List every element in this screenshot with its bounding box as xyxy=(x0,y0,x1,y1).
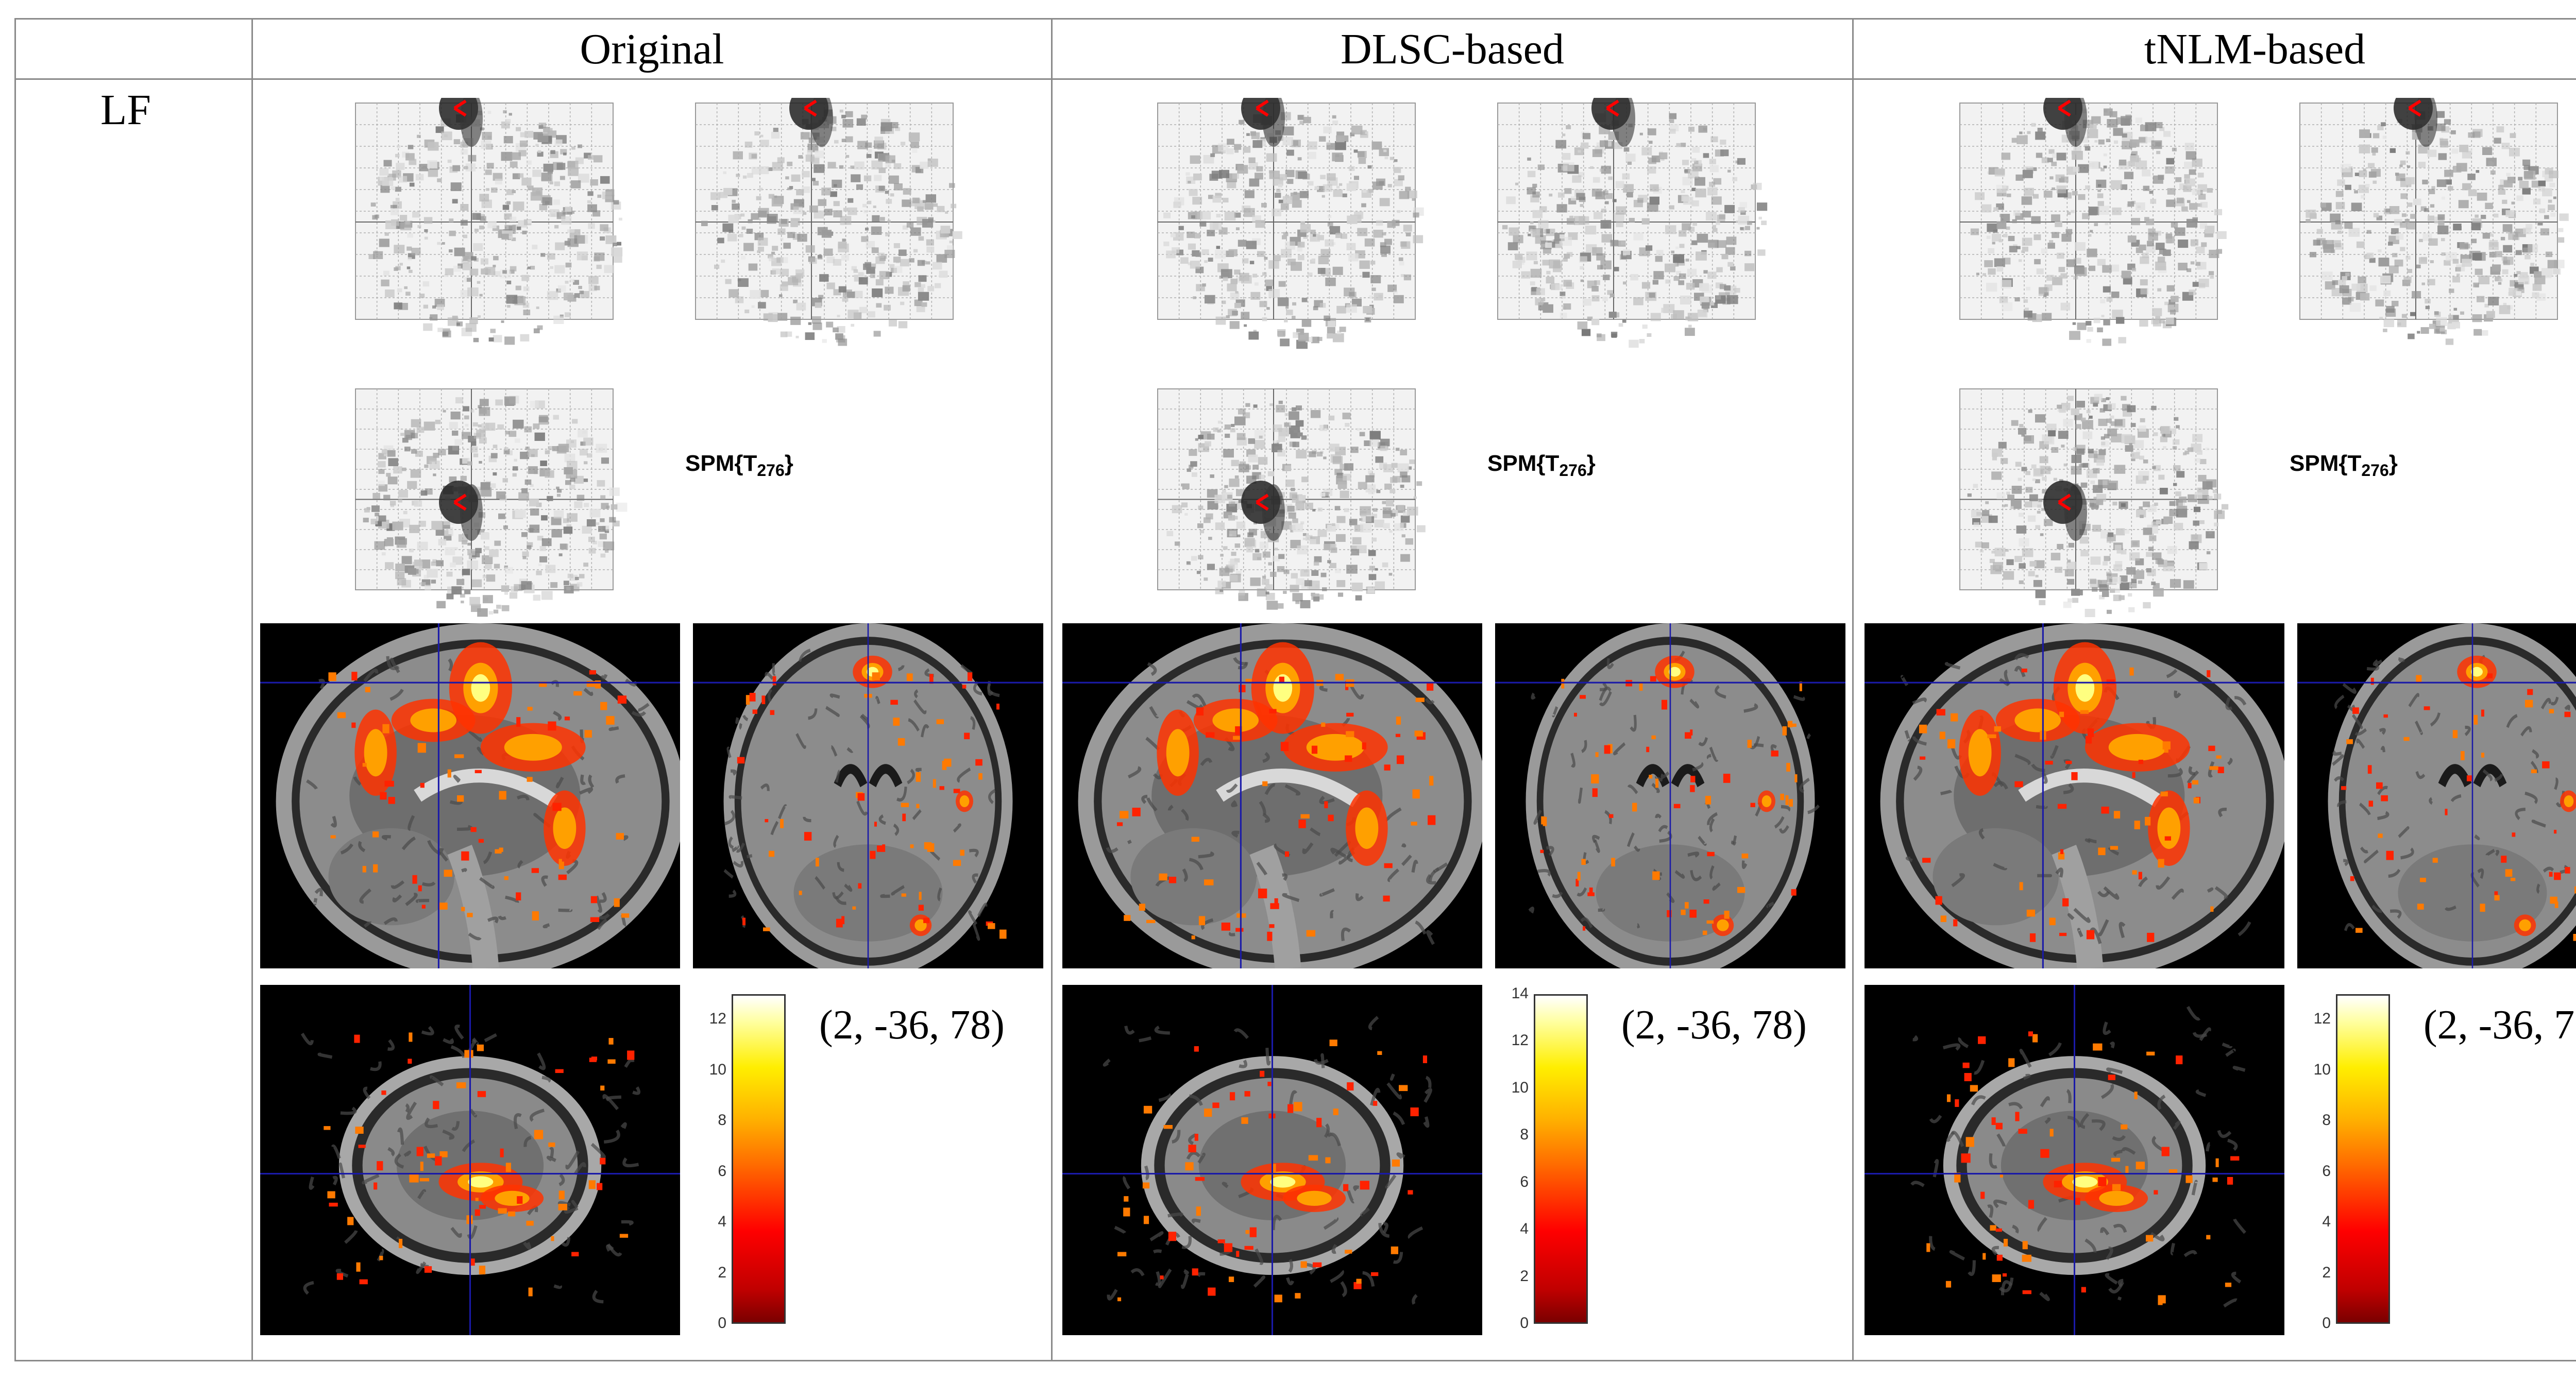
table-left-border xyxy=(14,18,16,1361)
panel-3-colorbar-tick: 0 xyxy=(2322,1315,2331,1332)
panel-1-glass-brain-axial xyxy=(345,384,634,621)
panel-2-coordinate: (2, -36, 78) xyxy=(1621,1002,1807,1048)
panel-3-colorbar xyxy=(2336,994,2390,1324)
panel-3-spm-label: SPM{T276} xyxy=(2290,451,2398,480)
panel-2-colorbar-gradient xyxy=(1534,994,1588,1324)
panel-2-glass-brain-coronal xyxy=(1487,98,1776,350)
column-header-dlsc: DLSC-based xyxy=(1341,25,1564,73)
panel-3-colorbar-tick: 12 xyxy=(2313,1010,2331,1027)
column-divider-3 xyxy=(1852,18,1854,1361)
panel-3-colorbar-tick: 6 xyxy=(2322,1163,2331,1180)
panel-1-colorbar-tick: 2 xyxy=(718,1264,726,1281)
panel-2-colorbar xyxy=(1534,994,1588,1324)
panel-3-brain-slice-axial xyxy=(1865,985,2284,1335)
table-bottom-border xyxy=(14,1360,2576,1361)
panel-1-colorbar-tick: 4 xyxy=(718,1213,726,1230)
panel-3-glass-brain-coronal xyxy=(2290,98,2576,350)
column-divider-1 xyxy=(251,18,253,1361)
panel-3-colorbar-tick: 10 xyxy=(2313,1061,2331,1078)
panel-2-brain-slice-coronal xyxy=(1495,623,1845,968)
panel-1-spm-label: SPM{T276} xyxy=(685,451,793,480)
column-header-original: Original xyxy=(580,25,724,73)
panel-2-colorbar-tick: 6 xyxy=(1520,1173,1529,1190)
panel-3-glass-brain-axial xyxy=(1950,384,2238,621)
panel-2-colorbar-tick: 4 xyxy=(1520,1220,1529,1237)
panel-3-colorbar-gradient xyxy=(2336,994,2390,1324)
panel-3-coordinate: (2, -36, 78) xyxy=(2424,1002,2576,1048)
panel-1-brain-slice-axial xyxy=(260,985,680,1335)
panel-1-colorbar-gradient xyxy=(732,994,786,1324)
panel-2-colorbar-tick: 14 xyxy=(1511,985,1529,1002)
panel-1-coordinate: (2, -36, 78) xyxy=(819,1002,1005,1048)
panel-1-glass-brain-coronal xyxy=(685,98,974,350)
column-divider-2 xyxy=(1051,18,1053,1361)
panel-2-colorbar-tick: 0 xyxy=(1520,1315,1529,1332)
panel-2-brain-slice-sagittal xyxy=(1062,623,1482,968)
table-header-border xyxy=(14,78,2576,80)
panel-1-colorbar-tick: 8 xyxy=(718,1112,726,1129)
panel-1-colorbar-tick: 10 xyxy=(709,1061,726,1078)
panel-3-colorbar-tick: 8 xyxy=(2322,1112,2331,1129)
panel-3-glass-brain-sagittal xyxy=(1950,98,2238,350)
panel-2-glass-brain-axial xyxy=(1147,384,1436,621)
table-top-border xyxy=(14,18,2576,20)
panel-2-spm-label: SPM{T276} xyxy=(1487,451,1596,480)
panel-1-colorbar-tick: 12 xyxy=(709,1010,726,1027)
panel-2-colorbar-tick: 2 xyxy=(1520,1268,1529,1285)
panel-1-brain-slice-coronal xyxy=(693,623,1043,968)
row-label: LF xyxy=(100,86,151,134)
panel-3-colorbar-tick: 2 xyxy=(2322,1264,2331,1281)
panel-1-colorbar-tick: 6 xyxy=(718,1163,726,1180)
panel-1-colorbar xyxy=(732,994,786,1324)
panel-3-brain-slice-coronal xyxy=(2297,623,2576,968)
panel-3-colorbar-tick: 4 xyxy=(2322,1213,2331,1230)
panel-3-brain-slice-sagittal xyxy=(1865,623,2284,968)
panel-2-colorbar-tick: 8 xyxy=(1520,1126,1529,1143)
panel-1-colorbar-tick: 0 xyxy=(718,1315,726,1332)
panel-2-glass-brain-sagittal xyxy=(1147,98,1436,350)
panel-2-colorbar-tick: 12 xyxy=(1511,1032,1529,1049)
column-header-tnlm: tNLM-based xyxy=(2144,25,2366,73)
panel-2-brain-slice-axial xyxy=(1062,985,1482,1335)
panel-1-glass-brain-sagittal xyxy=(345,98,634,350)
panel-1-brain-slice-sagittal xyxy=(260,623,680,968)
panel-2-colorbar-tick: 10 xyxy=(1511,1079,1529,1096)
